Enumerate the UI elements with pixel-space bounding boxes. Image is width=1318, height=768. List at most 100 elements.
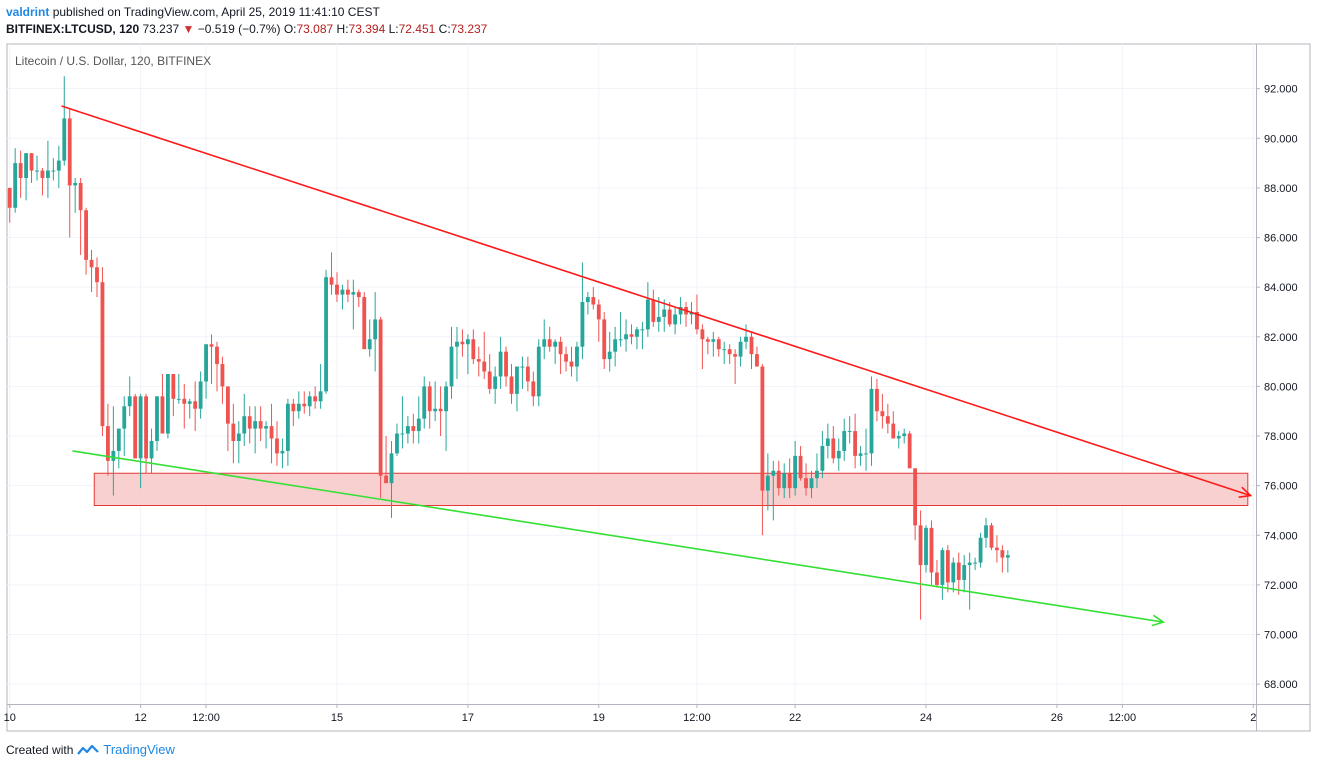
- candle: [111, 406, 116, 496]
- candle: [847, 416, 852, 444]
- candle-body: [193, 401, 198, 409]
- candle-body: [624, 334, 628, 340]
- candle: [487, 354, 492, 394]
- candle: [56, 145, 61, 188]
- candle: [389, 440, 394, 518]
- candle: [51, 158, 56, 181]
- candle: [809, 470, 814, 499]
- candle: [345, 279, 350, 303]
- candle-body: [487, 371, 492, 389]
- x-tick-label: 19: [593, 712, 605, 724]
- candle: [73, 177, 78, 213]
- candle-body: [367, 339, 372, 350]
- x-tick-label: 24: [920, 712, 932, 724]
- candle-body: [765, 475, 770, 491]
- candle: [684, 302, 688, 327]
- candle: [705, 336, 710, 355]
- candle: [995, 535, 999, 563]
- candle: [215, 341, 219, 392]
- candle: [444, 381, 448, 451]
- candle-body: [504, 351, 508, 377]
- candle: [160, 374, 165, 434]
- candle: [536, 339, 541, 407]
- candle-body: [711, 339, 716, 342]
- candle: [749, 331, 754, 370]
- candle-body: [575, 346, 579, 367]
- candle-body: [73, 182, 78, 186]
- candle: [204, 344, 208, 399]
- candle-body: [705, 339, 710, 342]
- tradingview-brand[interactable]: TradingView: [103, 742, 175, 757]
- candle: [253, 406, 258, 454]
- candle: [405, 416, 410, 444]
- candle-body: [302, 403, 307, 407]
- candle: [7, 187, 12, 223]
- candle: [869, 376, 874, 466]
- candle: [804, 463, 808, 496]
- candle-body: [733, 354, 738, 357]
- candle-body: [476, 359, 481, 362]
- candle-body: [100, 282, 105, 427]
- candle-body: [269, 426, 274, 439]
- candle-body: [645, 299, 650, 330]
- candle-body: [389, 453, 394, 484]
- candle: [820, 431, 825, 479]
- candle: [1000, 545, 1005, 573]
- candles: [7, 76, 1010, 620]
- candle-body: [520, 366, 525, 368]
- candle-body: [45, 170, 50, 178]
- price-change: −0.519 (−0.7%): [197, 22, 281, 36]
- candle: [367, 319, 372, 357]
- candle: [711, 331, 716, 357]
- candle: [280, 438, 285, 469]
- candle-body: [771, 470, 776, 476]
- candle: [133, 393, 138, 459]
- time-axis[interactable]: 10 12 12:00 15 17 19 12:00 22 24 26 12:00 2: [4, 704, 1257, 724]
- close-value: 73.237: [450, 22, 488, 36]
- candle-body: [209, 344, 214, 347]
- candle: [793, 440, 798, 496]
- candle: [264, 421, 268, 449]
- candle-body: [967, 562, 972, 566]
- candle-body: [384, 475, 388, 484]
- y-tick-label: 88.000: [1264, 183, 1298, 195]
- candle: [242, 393, 247, 446]
- close-label: C:: [438, 22, 451, 36]
- candle: [18, 150, 23, 198]
- tradingview-logo-icon: [77, 744, 100, 755]
- y-tick-label: 68.000: [1264, 679, 1298, 691]
- candle-body: [493, 376, 498, 389]
- candle-body: [171, 374, 176, 399]
- candle-body: [885, 416, 890, 424]
- candle: [302, 391, 307, 414]
- candle: [553, 339, 558, 365]
- candle-body: [29, 153, 34, 171]
- candle: [465, 334, 470, 374]
- x-tick-label: 15: [331, 712, 343, 724]
- candle: [45, 140, 50, 198]
- candle: [209, 334, 214, 384]
- footer: Created with TradingView: [6, 742, 175, 757]
- candle: [771, 460, 776, 521]
- candle: [575, 341, 579, 382]
- price-axis[interactable]: 92.000 90.000 88.000 86.000 84.000 82.000 80.0…: [1256, 84, 1298, 691]
- candle: [182, 383, 187, 429]
- low-value: 72.451: [398, 22, 436, 36]
- trendlines[interactable]: [61, 105, 1253, 627]
- candle: [673, 307, 678, 335]
- candle-body: [1005, 555, 1010, 558]
- last-price: 73.237: [142, 22, 180, 36]
- candle-body: [798, 455, 803, 479]
- candle: [89, 249, 94, 293]
- candle-body: [738, 341, 743, 357]
- candle-body: [973, 562, 978, 564]
- candle-body: [149, 440, 154, 459]
- candle-body: [602, 319, 607, 360]
- candle: [656, 297, 661, 332]
- author-name[interactable]: valdrint: [6, 5, 50, 19]
- candle-body: [858, 453, 863, 456]
- candle-body: [907, 433, 912, 469]
- candle: [760, 364, 765, 536]
- support-zone[interactable]: [93, 472, 1249, 507]
